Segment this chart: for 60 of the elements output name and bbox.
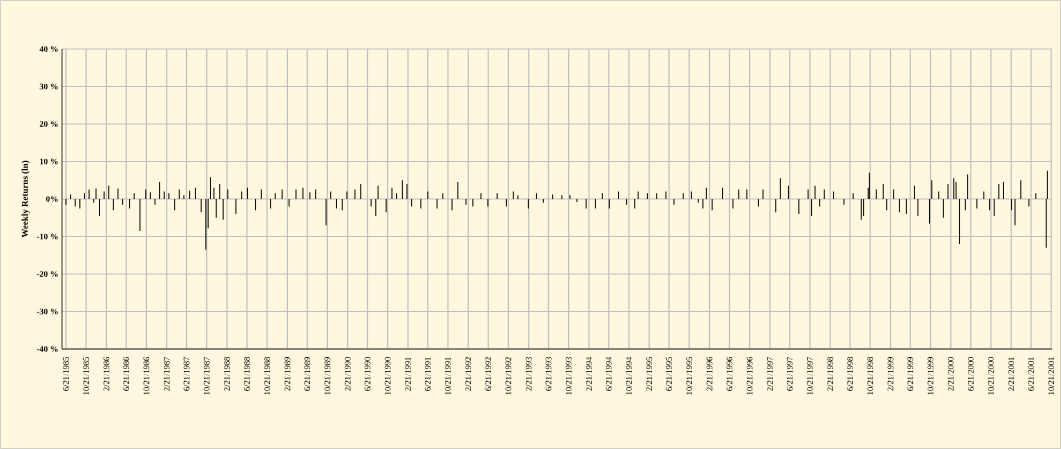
x-tick-label: 10/21/2001: [1048, 357, 1055, 395]
x-tick-label: 2/21/1994: [586, 356, 592, 391]
x-tick-label: 6/21/1998: [847, 357, 853, 391]
x-tick-label: 6/21/1997: [786, 357, 793, 391]
x-tick-label: 10/21/1994: [626, 356, 632, 395]
x-tick-label: 2/21/1997: [767, 357, 773, 391]
x-tick-label: 2/21/1990: [344, 357, 351, 391]
x-tick-label: 6/21/1987: [183, 357, 190, 391]
y-tick-label: 10 %: [40, 158, 58, 165]
x-tick-label: 6/21/1996: [726, 357, 733, 391]
x-tick-label: 6/21/1989: [304, 357, 311, 391]
x-tick-label: 6/21/1995: [666, 357, 672, 391]
x-tick-label: 2/21/2000: [947, 357, 954, 391]
y-tick-label: -30 %: [36, 308, 58, 315]
x-tick-label: 6/21/1993: [545, 357, 552, 391]
x-tick-label: 10/21/1989: [324, 357, 331, 395]
x-tick-label: 6/21/1990: [364, 357, 371, 391]
x-tick-label: 2/21/1998: [827, 357, 834, 391]
x-tick-label: 2/21/1989: [284, 357, 291, 391]
x-tick-label: 10/21/1995: [686, 357, 693, 395]
y-tick-label: -20 %: [36, 271, 58, 277]
x-tick-label: 2/21/1995: [646, 357, 653, 391]
x-tick-label: 6/21/1986: [123, 357, 130, 391]
y-tick-label: 0%: [46, 196, 58, 202]
y-axis-title: Weekly Returns (ln): [21, 160, 30, 238]
x-tick-label: 6/21/1992: [485, 357, 492, 391]
x-tick-label: 6/21/2001: [1028, 357, 1034, 391]
x-tick-label: 2/21/1992: [465, 357, 472, 391]
x-tick-label: 10/21/1996: [746, 357, 753, 395]
x-tick-label: 6/21/1991: [424, 357, 431, 391]
x-tick-label: 2/21/1986: [103, 357, 110, 391]
x-tick-label: 6/21/1985: [63, 357, 69, 391]
x-tick-label: 2/21/1993: [525, 357, 532, 391]
y-tick-label: 20 %: [39, 121, 58, 127]
x-tick-label: 10/21/1993: [565, 357, 572, 395]
x-tick-label: 10/21/1992: [505, 357, 512, 395]
x-tick-label: 2/21/1991: [405, 357, 411, 391]
x-tick-label: 2/21/1996: [706, 357, 713, 391]
x-tick-label: 6/21/1988: [244, 357, 250, 391]
y-tick-label: 40 %: [39, 46, 58, 52]
x-tick-label: 2/21/1987: [163, 357, 170, 391]
x-tick-label: 10/21/1997: [807, 357, 813, 395]
x-tick-label: 10/21/1988: [264, 357, 270, 395]
x-tick-label: 6/21/1994: [605, 356, 612, 391]
x-tick-label: 10/21/1991: [445, 357, 451, 395]
x-tick-label: 6/21/1999: [907, 357, 914, 391]
y-tick-label: -40 %: [36, 346, 58, 352]
x-tick-label: 2/21/1988: [224, 357, 230, 391]
x-tick-label: 10/21/2000: [988, 357, 994, 395]
x-tick-label: 10/21/1987: [203, 357, 210, 395]
x-tick-label: 10/21/1999: [927, 357, 934, 395]
x-tick-label: 6/21/2000: [967, 357, 974, 391]
x-tick-label: 2/21/1999: [887, 357, 894, 391]
x-tick-label: 10/21/1990: [384, 357, 391, 395]
x-tick-label: 10/21/1985: [83, 357, 89, 395]
x-tick-label: 10/21/1986: [143, 357, 150, 395]
x-tick-label: 2/21/2001: [1008, 357, 1015, 391]
y-tick-label: 30 %: [39, 83, 58, 90]
x-tick-label: 10/21/1998: [867, 357, 874, 395]
y-tick-label: -10 %: [36, 233, 58, 240]
